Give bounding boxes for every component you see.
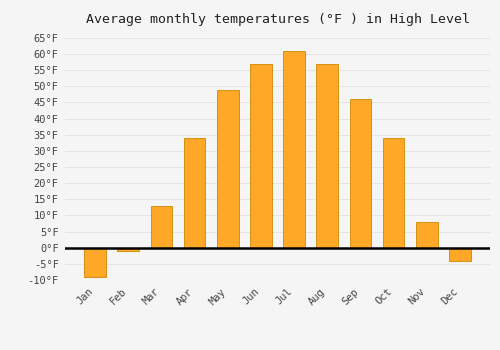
Bar <box>316 64 338 248</box>
Bar <box>217 90 238 248</box>
Bar <box>416 222 438 248</box>
Bar <box>84 248 106 277</box>
Bar <box>118 248 139 251</box>
Bar <box>284 51 305 248</box>
Bar <box>383 138 404 248</box>
Title: Average monthly temperatures (°F ) in High Level: Average monthly temperatures (°F ) in Hi… <box>86 13 469 26</box>
Bar <box>250 64 272 248</box>
Bar <box>184 138 206 248</box>
Bar <box>150 206 172 248</box>
Bar <box>350 99 371 248</box>
Bar <box>449 248 470 261</box>
